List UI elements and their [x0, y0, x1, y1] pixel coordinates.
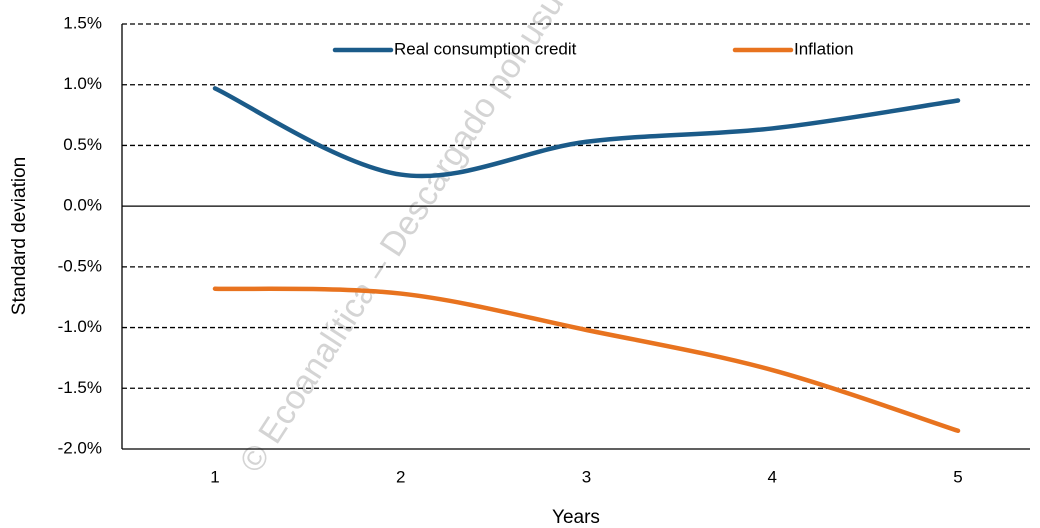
series-line: [212, 286, 961, 434]
y-tick-label: -2.0%: [58, 438, 102, 457]
y-tick-label: 1.0%: [63, 74, 102, 93]
series-line: [212, 86, 961, 179]
y-tick-label: -0.5%: [58, 256, 102, 275]
legend-label: Inflation: [794, 39, 854, 58]
x-tick-label: 5: [953, 467, 962, 486]
y-tick-label: -1.0%: [58, 317, 102, 336]
y-tick-label: 0.0%: [63, 196, 102, 215]
y-axis-label: Standard deviation: [9, 157, 30, 315]
y-tick-label: 1.5%: [63, 13, 102, 32]
x-axis-label: Years: [552, 507, 600, 528]
x-tick-label: 3: [582, 467, 591, 486]
x-tick-label: 4: [768, 467, 777, 486]
watermark: © Ecoanalítica – Descargado por usua: [232, 0, 581, 479]
y-tick-label: -1.5%: [58, 378, 102, 397]
x-tick-label: 1: [210, 467, 219, 486]
y-tick-label: 0.5%: [63, 135, 102, 154]
legend-label: Real consumption credit: [394, 39, 577, 58]
x-tick-label: 2: [396, 467, 405, 486]
